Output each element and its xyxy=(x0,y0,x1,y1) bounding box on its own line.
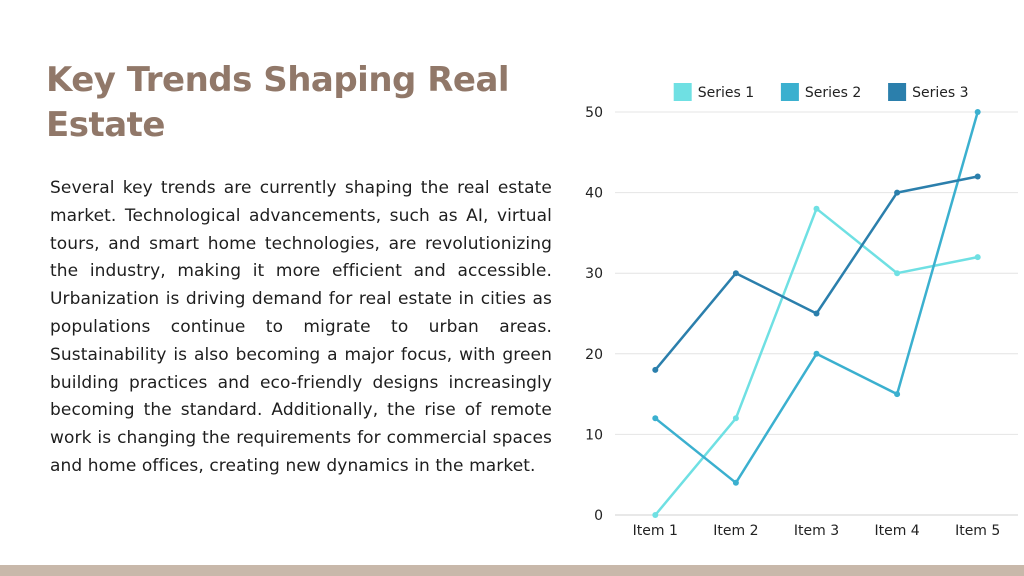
legend-label: Series 1 xyxy=(698,85,754,101)
x-tick-label: Item 5 xyxy=(955,523,1000,539)
data-point xyxy=(813,310,820,317)
data-point xyxy=(974,173,981,180)
x-tick-label: Item 1 xyxy=(633,523,678,539)
x-axis-tick-labels: Item 1 Item 2 Item 3 Item 4 Item 5 xyxy=(633,523,1001,539)
y-tick-label: 30 xyxy=(585,266,603,282)
data-point xyxy=(732,415,739,422)
line-chart: Series 1 Series 2 Series 3 0 10 20 30 40 50 Ite… xyxy=(560,70,1024,550)
slide-title: Key Trends Shaping Real Estate xyxy=(46,60,510,145)
legend-swatch xyxy=(673,83,692,101)
data-point xyxy=(732,479,739,486)
legend-label: Series 2 xyxy=(805,85,861,101)
footer-bar xyxy=(0,565,1024,576)
x-tick-label: Item 4 xyxy=(874,523,919,539)
data-point xyxy=(732,270,739,277)
y-tick-label: 20 xyxy=(585,347,603,363)
data-point xyxy=(652,366,659,373)
data-point xyxy=(974,109,981,115)
y-axis-tick-labels: 0 10 20 30 40 50 xyxy=(585,105,603,524)
chart-legend: Series 1 Series 2 Series 3 xyxy=(673,83,969,101)
line-chart-svg: Series 1 Series 2 Series 3 0 10 20 30 40 50 Ite… xyxy=(585,83,1018,539)
series-line-1 xyxy=(654,207,979,517)
chart-series xyxy=(652,109,981,518)
y-tick-label: 0 xyxy=(594,508,603,524)
data-point xyxy=(894,270,901,277)
series-line-2 xyxy=(654,110,979,485)
data-point xyxy=(813,205,820,212)
y-tick-label: 10 xyxy=(585,427,603,443)
data-point xyxy=(813,350,820,357)
legend-swatch xyxy=(780,83,799,101)
legend-swatch xyxy=(888,83,907,101)
data-point xyxy=(652,512,659,518)
x-tick-label: Item 2 xyxy=(713,523,758,539)
data-point xyxy=(894,189,901,196)
x-tick-label: Item 3 xyxy=(794,523,839,539)
slide-body-text: Several key trends are currently shaping… xyxy=(50,178,552,476)
data-point xyxy=(974,254,981,261)
data-point xyxy=(894,391,901,398)
y-tick-label: 50 xyxy=(585,105,603,121)
y-tick-label: 40 xyxy=(585,186,603,202)
legend-label: Series 3 xyxy=(912,85,968,101)
data-point xyxy=(652,415,659,422)
